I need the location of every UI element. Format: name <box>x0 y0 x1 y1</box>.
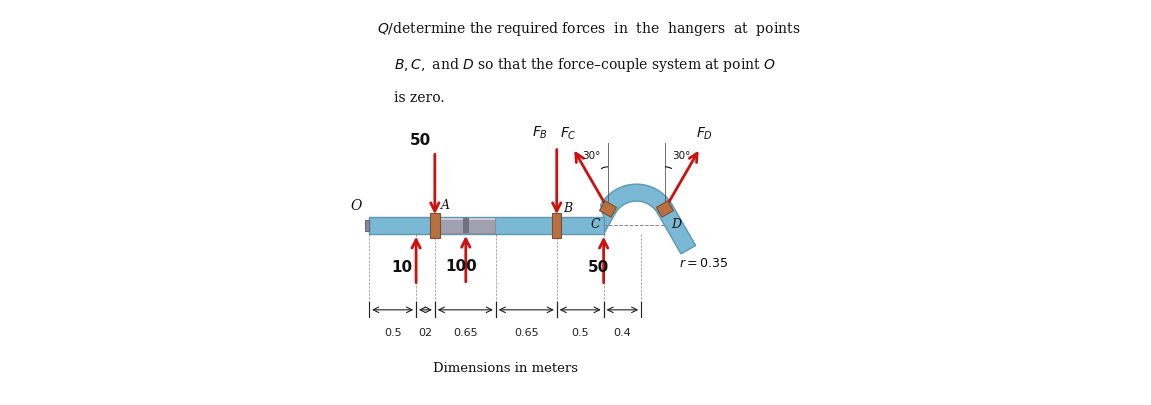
Text: Dimensions in meters: Dimensions in meters <box>433 362 578 375</box>
Polygon shape <box>656 201 673 217</box>
Text: A: A <box>441 199 450 212</box>
Polygon shape <box>436 218 495 221</box>
Text: D: D <box>671 217 681 230</box>
Text: $Q/$determine the required forces  in  the  hangers  at  points: $Q/$determine the required forces in the… <box>376 20 800 38</box>
Text: $F_D$: $F_D$ <box>696 125 714 141</box>
Text: $r = 0.35$: $r = 0.35$ <box>679 257 727 270</box>
Polygon shape <box>369 217 603 234</box>
Text: is zero.: is zero. <box>394 91 444 105</box>
Text: $F_C$: $F_C$ <box>559 125 577 141</box>
Text: 0.5: 0.5 <box>571 327 589 337</box>
Text: 0.65: 0.65 <box>453 327 478 337</box>
Text: 30°: 30° <box>582 151 601 161</box>
Text: 100: 100 <box>445 259 477 274</box>
Text: 0.5: 0.5 <box>383 327 402 337</box>
Polygon shape <box>600 201 617 217</box>
Text: 30°: 30° <box>672 151 691 161</box>
Text: 02: 02 <box>419 327 433 337</box>
Polygon shape <box>463 218 468 233</box>
Text: 0.65: 0.65 <box>514 327 539 337</box>
Polygon shape <box>436 218 495 233</box>
Text: $B, C,$ and $D$ so that the force–couple system at point $O$: $B, C,$ and $D$ so that the force–couple… <box>394 55 776 74</box>
Polygon shape <box>657 205 695 254</box>
Polygon shape <box>552 213 562 239</box>
Text: 50: 50 <box>410 132 432 147</box>
Text: 50: 50 <box>587 260 609 275</box>
Text: 10: 10 <box>391 260 412 275</box>
Text: $F_B$: $F_B$ <box>532 124 548 141</box>
Text: O: O <box>350 198 361 212</box>
Text: C: C <box>590 217 601 230</box>
Text: 0.4: 0.4 <box>613 327 631 337</box>
Text: B: B <box>563 202 572 215</box>
Polygon shape <box>430 213 440 239</box>
Polygon shape <box>601 185 672 214</box>
Polygon shape <box>601 205 616 234</box>
Polygon shape <box>365 220 369 232</box>
